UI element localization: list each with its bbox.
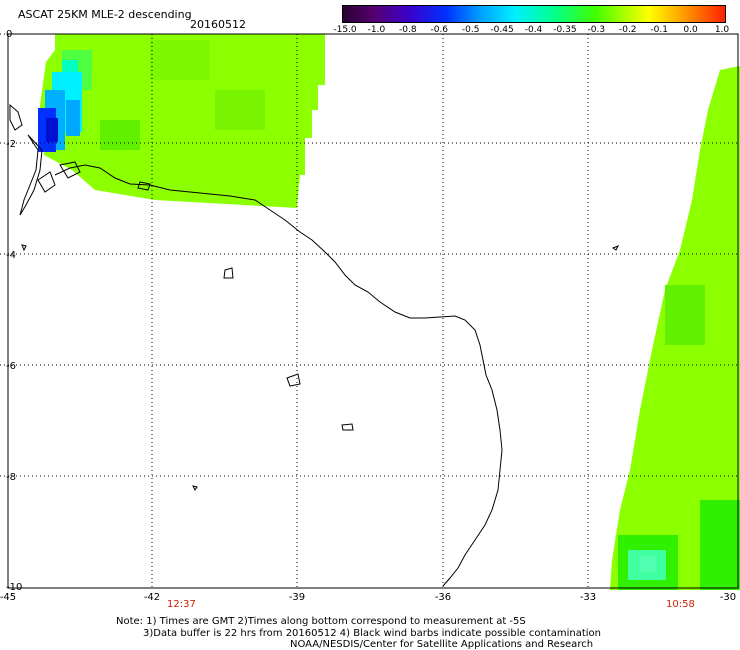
pass-time-left: 12:37 [167, 599, 196, 610]
pass-time-right: 10:58 [666, 599, 695, 610]
colorbar-tick-label: -0.4 [524, 25, 543, 35]
latitude-labels: 0 -2 -4 -6 -8 -10 [6, 29, 22, 593]
colorbar-tick-label: -0.8 [399, 25, 417, 35]
latitude-tick-label: -2 [6, 139, 16, 150]
colorbar-tick-label: -0.5 [461, 25, 480, 35]
longitude-tick-label: -30 [720, 592, 736, 603]
colorbar-tick-label: -15.0 [333, 25, 357, 35]
longitude-tick-label: -36 [435, 592, 451, 603]
latitude-tick-label: -6 [6, 361, 16, 372]
swath-left [38, 34, 325, 208]
latitude-tick-label: -8 [6, 472, 16, 483]
colorbar-tick-label: -0.45 [490, 25, 514, 35]
colorbar [342, 5, 726, 23]
longitude-labels: -45 -42 -39 -36 -33 -30 [0, 592, 736, 603]
note-line-2: 3)Data buffer is 22 hrs from 20160512 4)… [143, 628, 601, 639]
longitude-tick-label: -33 [580, 592, 596, 603]
longitude-tick-label: -45 [0, 592, 16, 603]
latitude-tick-label: 0 [6, 29, 12, 40]
latitude-tick-label: -10 [6, 582, 22, 593]
map-frame [7, 33, 739, 589]
map-title: ASCAT 25KM MLE-2 descending [18, 8, 192, 21]
latitude-tick-label: -4 [6, 250, 16, 261]
colorbar-tick-label: 0.0 [683, 25, 698, 35]
note-line-3: NOAA/NESDIS/Center for Satellite Applica… [290, 639, 594, 650]
colorbar-tick-label: 1.0 [714, 25, 730, 35]
longitude-tick-label: -39 [289, 592, 305, 603]
colorbar-tick-label: -0.35 [553, 25, 577, 35]
colorbar-tick-label: -1.0 [367, 25, 386, 35]
colorbar-tick-label: -0.2 [618, 25, 637, 35]
colorbar-tick-label: -0.1 [650, 25, 668, 35]
coastline [9, 103, 620, 587]
colorbar-tick-label: -0.3 [587, 25, 606, 35]
colorbar-tick-label: -0.6 [430, 25, 449, 35]
longitude-tick-label: -42 [144, 592, 160, 603]
swath-right [610, 66, 740, 590]
map-date: 20160512 [190, 18, 246, 31]
note-line-1: Note: 1) Times are GMT 2)Times along bot… [116, 616, 526, 627]
